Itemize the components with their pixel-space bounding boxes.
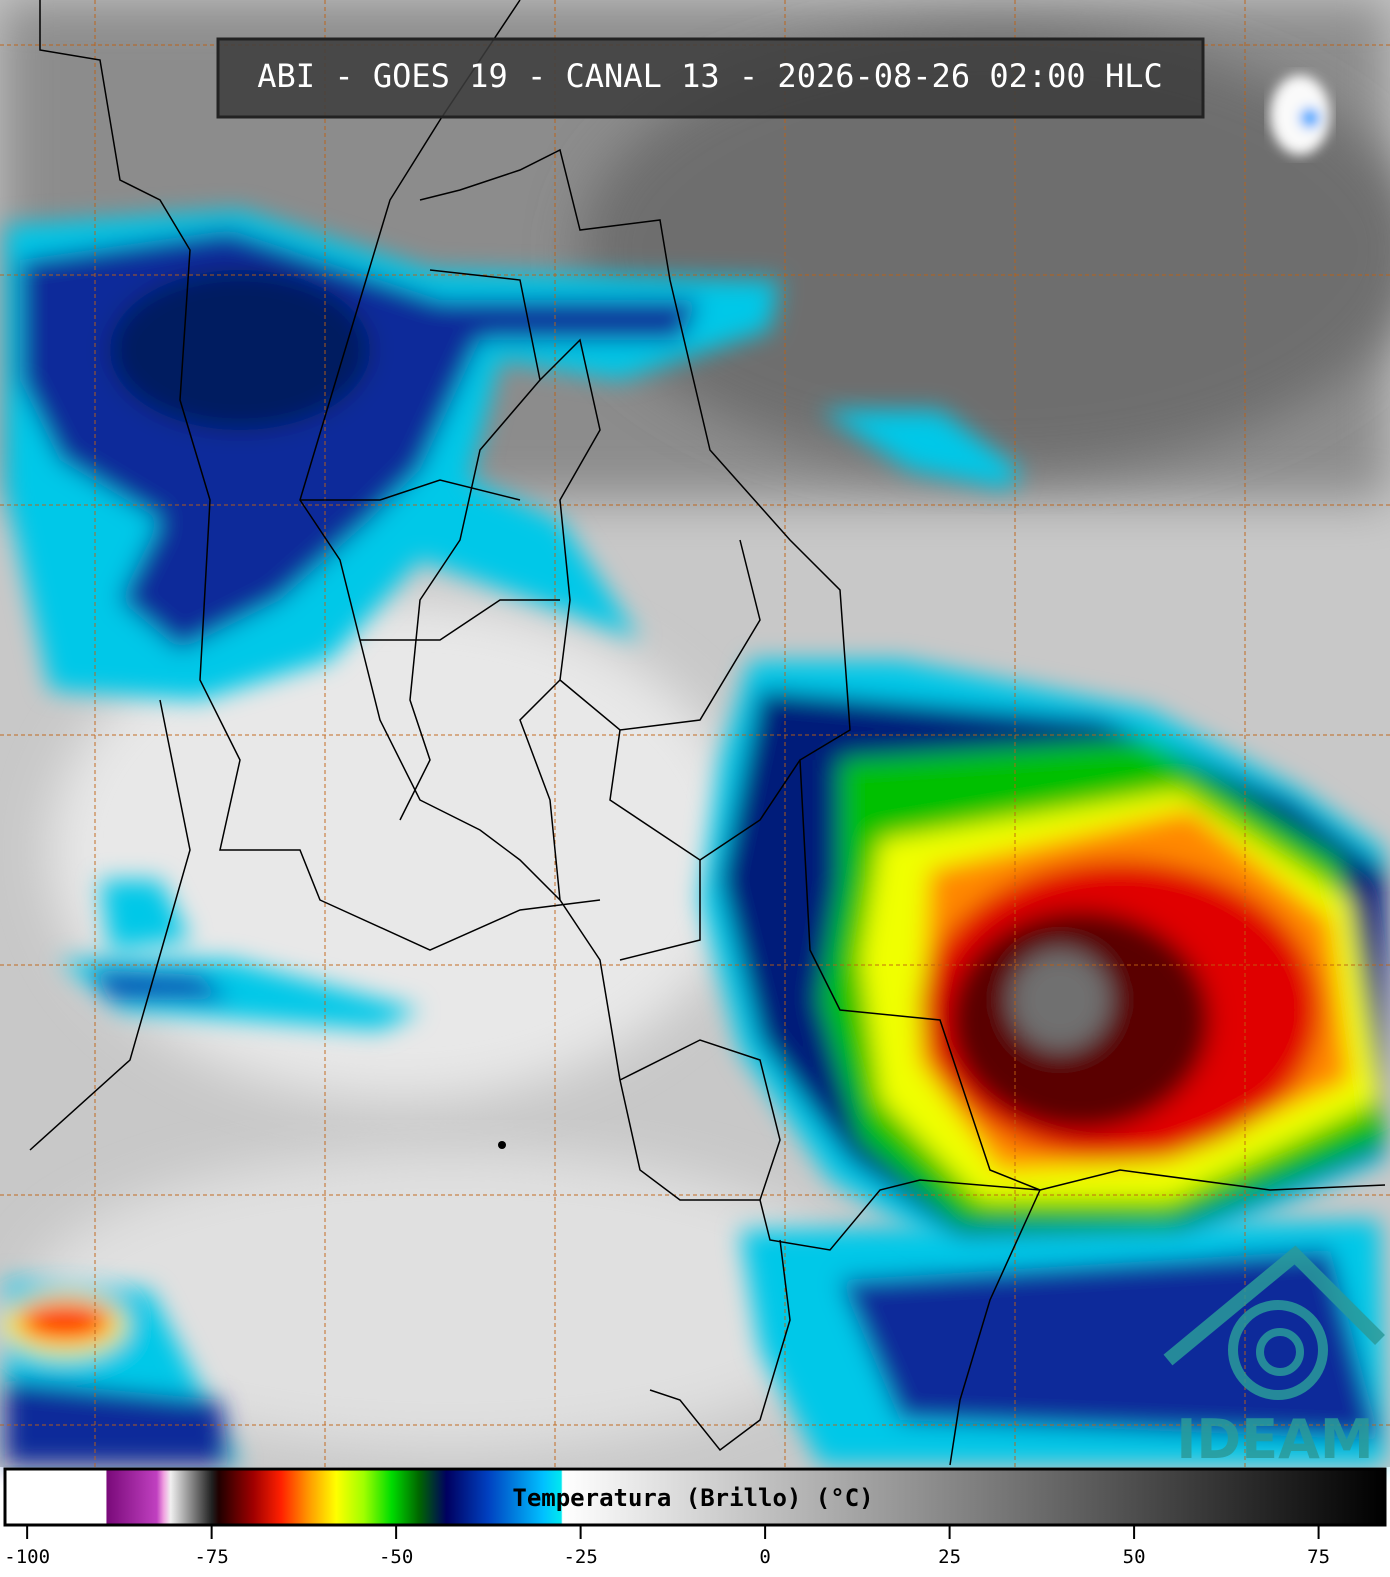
marker [498,1141,506,1149]
logo-text: IDEAM [1176,1408,1373,1471]
borders [29,0,1386,1466]
colorbar-label: Temperatura (Brillo) (°C) [512,1484,873,1512]
satellite-image [0,0,1390,1467]
tick-label: -25 [563,1546,597,1568]
tick-label: 50 [1123,1546,1146,1568]
tick-label: -100 [4,1546,50,1568]
logo: IDEAM [1163,1245,1385,1471]
tick-label: -75 [194,1546,228,1568]
tick-label: -50 [379,1546,413,1568]
colorbar-gradient [3,1467,1387,1527]
tick-label: 0 [759,1546,770,1568]
title: ABI - GOES 19 - CANAL 13 - 2026-08-26 02… [257,57,1162,95]
tick-label: 25 [938,1546,961,1568]
colorbar: Temperatura (Brillo) (°C) [3,1467,1387,1527]
tick-label: 75 [1307,1546,1330,1568]
title-box: ABI - GOES 19 - CANAL 13 - 2026-08-26 02… [216,37,1205,119]
